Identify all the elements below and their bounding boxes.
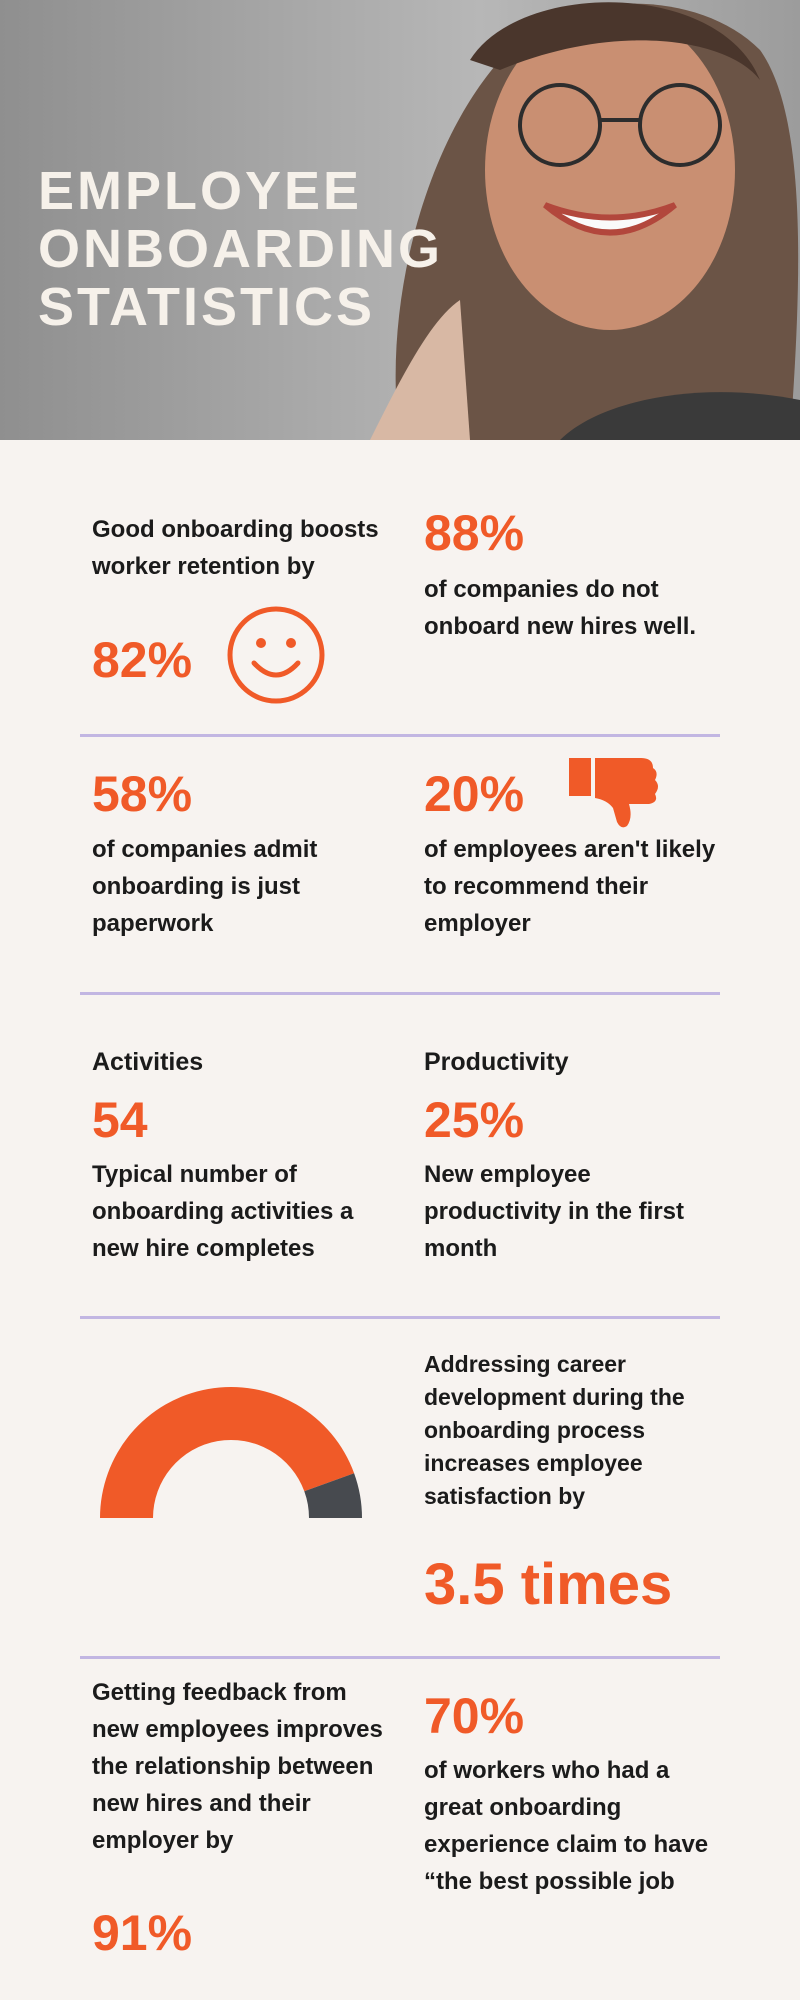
stat-value: 88% bbox=[424, 505, 525, 561]
stat-value: 82% bbox=[92, 632, 193, 688]
stat-text: Getting feedback from new employees impr… bbox=[92, 1679, 383, 1854]
stat-value: 20% bbox=[424, 766, 525, 822]
stat-text: New employee productivity in the first m… bbox=[424, 1161, 685, 1262]
stat-text: of companies do not onboard new hires we… bbox=[424, 576, 697, 640]
title-line: ONBOARDING bbox=[38, 219, 443, 279]
divider bbox=[80, 992, 720, 995]
stat-text: of companies admit onboarding is just pa… bbox=[92, 836, 318, 937]
stat-value: 3.5 times bbox=[424, 1552, 673, 1617]
stat-text: of employees aren't likely to recommend … bbox=[424, 836, 716, 937]
stat-value: 54 bbox=[92, 1092, 148, 1148]
stat-text: Typical number of onboarding activities … bbox=[92, 1161, 354, 1262]
stat-text: of workers who had a great onboarding ex… bbox=[424, 1757, 709, 1895]
smiley-icon bbox=[227, 606, 325, 704]
title-line: STATISTICS bbox=[38, 277, 375, 337]
stat-text: Good onboarding boosts worker retention … bbox=[92, 516, 379, 580]
header-photo bbox=[0, 0, 800, 440]
title-line: EMPLOYEE bbox=[38, 161, 363, 221]
stat-value: 91% bbox=[92, 1905, 193, 1961]
stat-text: Addressing career development during the… bbox=[424, 1351, 685, 1509]
divider bbox=[80, 1656, 720, 1659]
stat-heading: Activities bbox=[92, 1048, 204, 1076]
page-title: EMPLOYEE ONBOARDING STATISTICS bbox=[38, 162, 443, 336]
stat-value: 58% bbox=[92, 766, 193, 822]
stat-value: 25% bbox=[424, 1092, 525, 1148]
stat-value: 70% bbox=[424, 1688, 525, 1744]
gauge bbox=[100, 1387, 362, 1518]
divider bbox=[80, 1316, 720, 1319]
stat-heading: Productivity bbox=[424, 1048, 569, 1076]
thumbs-down-icon bbox=[569, 758, 658, 828]
divider bbox=[80, 734, 720, 737]
